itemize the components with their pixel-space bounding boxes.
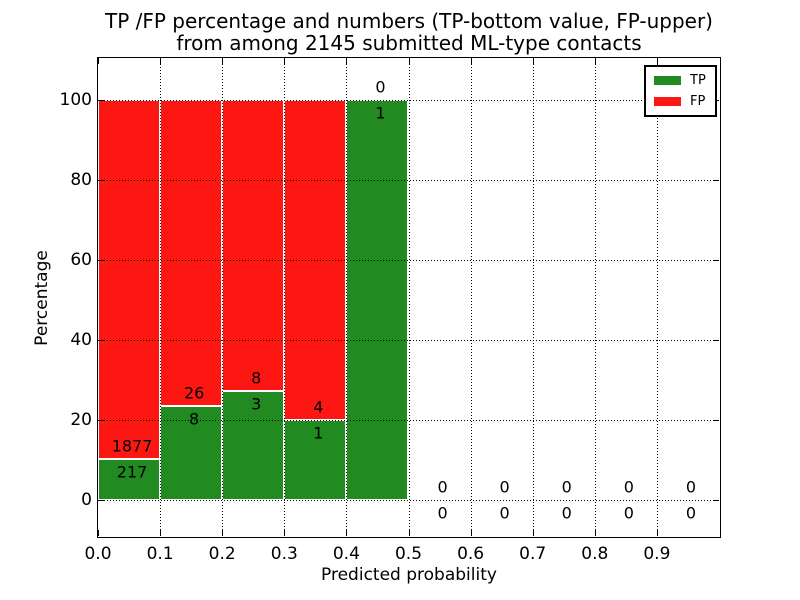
y-tick-label: 40	[70, 330, 92, 350]
tick-mark	[532, 530, 534, 536]
tick-mark	[594, 530, 596, 536]
x-tick-label: 0.8	[581, 544, 609, 564]
tp-count-label: 1	[313, 423, 324, 443]
y-tick-label: 20	[70, 410, 92, 430]
tp-count-label: 3	[251, 394, 262, 414]
fp-count-label: 1877	[111, 436, 153, 456]
chart-title-line1: TP /FP percentage and numbers (TP-bottom…	[105, 9, 713, 33]
tick-mark	[222, 58, 224, 64]
tick-mark	[470, 58, 472, 64]
tp-swatch-icon	[654, 76, 681, 85]
tick-mark	[98, 100, 104, 101]
tp-count-label: 217	[116, 462, 148, 482]
chart-title: TP /FP percentage and numbers (TP-bottom…	[98, 10, 720, 54]
fp-count-label: 26	[183, 383, 205, 403]
fp-count-label: 0	[623, 477, 634, 497]
bar-tp-segment	[98, 458, 161, 500]
tick-mark	[98, 340, 104, 341]
tick-mark	[713, 500, 719, 501]
tp-count-label: 0	[685, 503, 697, 523]
legend: TP FP	[644, 65, 717, 117]
x-tick-label: 0.4	[332, 544, 360, 564]
gridline-x	[222, 58, 224, 536]
bar-fp-segment	[98, 100, 161, 459]
tick-mark	[713, 420, 719, 421]
bar-tp-segment	[284, 420, 347, 500]
x-tick-label: 0.3	[270, 544, 298, 564]
tick-mark	[713, 180, 719, 181]
y-tick-label: 80	[70, 170, 92, 190]
y-tick-label: 100	[59, 90, 92, 110]
fp-count-label: 0	[375, 77, 386, 97]
tick-mark	[98, 260, 104, 261]
x-tick-label: 0.2	[208, 544, 236, 564]
bar-tp-segment	[160, 405, 223, 500]
y-tick-label: 0	[81, 490, 92, 510]
y-tick-label: 60	[70, 250, 92, 270]
chart-title-line2: from among 2145 submitted ML-type contac…	[176, 31, 642, 55]
tick-mark	[346, 58, 348, 64]
fp-count-label: 0	[437, 477, 448, 497]
fp-count-label: 0	[499, 477, 510, 497]
gridline-x	[470, 58, 472, 536]
bar-tp-segment	[346, 100, 409, 500]
bar-fp-segment	[222, 100, 285, 391]
tick-mark	[656, 530, 658, 536]
gridline-x	[656, 58, 658, 536]
tick-mark	[470, 530, 472, 536]
fp-legend-label: FP	[690, 94, 706, 109]
tp-legend-label: TP	[690, 73, 706, 88]
bar-fp-segment	[160, 100, 223, 406]
x-tick-label: 0.0	[84, 544, 112, 564]
plot-area: 1877 217 26 8 8 3 4 1 0 1 0 0 0 0 0 0 0 0 0 0	[97, 57, 721, 538]
tick-mark	[594, 58, 596, 64]
tick-mark	[284, 530, 286, 536]
gridline-x	[408, 58, 410, 536]
tp-count-label: 1	[375, 103, 386, 123]
legend-entry-fp: FP	[654, 95, 707, 108]
x-tick-label: 0.9	[643, 544, 671, 564]
tp-count-label: 0	[561, 503, 572, 523]
fp-count-label: 4	[313, 397, 324, 417]
fp-count-label: 0	[685, 477, 697, 497]
tick-mark	[713, 340, 719, 341]
tick-mark	[408, 58, 410, 64]
fp-count-label: 0	[561, 477, 572, 497]
x-tick-label: 0.5	[394, 544, 423, 564]
x-tick-label: 0.6	[457, 544, 485, 564]
gridline-x	[594, 58, 596, 536]
tp-count-label: 0	[499, 503, 510, 523]
tick-mark	[160, 58, 162, 64]
tick-mark	[98, 500, 104, 501]
legend-entry-tp: TP	[654, 74, 707, 87]
tp-count-label: 0	[437, 503, 448, 523]
gridline-x	[346, 58, 348, 536]
tick-mark	[98, 420, 104, 421]
tick-mark	[98, 58, 99, 64]
gridline-x	[284, 58, 286, 536]
tp-count-label: 8	[189, 409, 200, 429]
gridline-x	[160, 58, 162, 536]
x-axis-label: Predicted probability	[321, 565, 497, 585]
tp-count-label: 0	[623, 503, 634, 523]
fp-swatch-icon	[654, 97, 681, 106]
tick-mark	[532, 58, 534, 64]
x-tick-label: 0.1	[146, 544, 174, 564]
tick-mark	[98, 180, 104, 181]
tick-mark	[160, 530, 162, 536]
tick-mark	[98, 530, 99, 536]
tick-mark	[284, 58, 286, 64]
tick-mark	[408, 530, 410, 536]
tick-mark	[713, 260, 719, 261]
tick-mark	[346, 530, 348, 536]
tick-mark	[656, 58, 658, 64]
x-tick-label: 0.7	[519, 544, 547, 564]
fp-count-label: 8	[251, 368, 262, 388]
tick-mark	[222, 530, 224, 536]
gridline-x	[532, 58, 534, 536]
